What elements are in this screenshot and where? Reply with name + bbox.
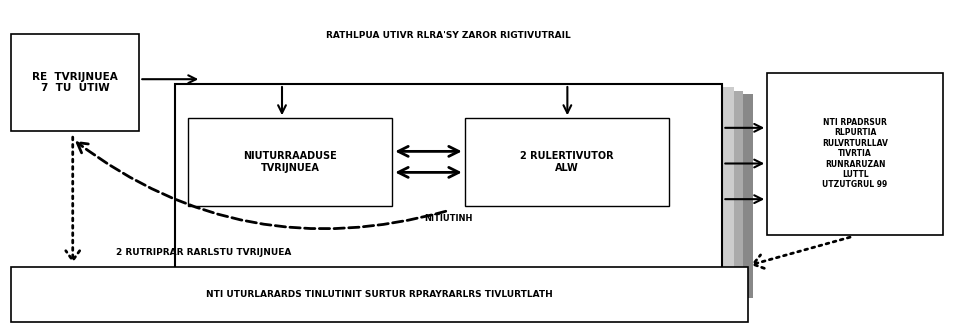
Text: NIUTURRAADUSE
TVRIJNUEA: NIUTURRAADUSE TVRIJNUEA: [243, 151, 336, 173]
FancyArrowPatch shape: [77, 143, 445, 229]
Text: 2 RUTRIPRAR RARLSTU TVRIJNUEA: 2 RUTRIPRAR RARLSTU TVRIJNUEA: [115, 248, 291, 257]
Text: RATHLPUA UTIVR RLRA'SY ZAROR RIGTIVUTRAIL: RATHLPUA UTIVR RLRA'SY ZAROR RIGTIVUTRAI…: [326, 31, 570, 40]
FancyBboxPatch shape: [206, 94, 752, 298]
FancyBboxPatch shape: [175, 84, 721, 288]
Text: NTI UTURLARARDS TINLUTINIT SURTUR RPRAYRARLRS TIVLURTLATH: NTI UTURLARARDS TINLUTINIT SURTUR RPRAYR…: [206, 290, 553, 299]
Text: 2 RULERTIVUTOR
ALW: 2 RULERTIVUTOR ALW: [519, 151, 613, 173]
Text: NTI RPADRSUR
RLPURTIA
RULVRTURLLAV
TIVRTIA
RUNRARUZAN
LUTTL
UTZUTGRUL 99: NTI RPADRSUR RLPURTIA RULVRTURLLAV TIVRT…: [821, 118, 887, 189]
FancyBboxPatch shape: [188, 118, 392, 206]
Text: NITIUTINH: NITIUTINH: [424, 214, 472, 223]
FancyBboxPatch shape: [766, 73, 943, 235]
FancyBboxPatch shape: [10, 34, 139, 131]
FancyArrowPatch shape: [66, 137, 80, 261]
FancyArrowPatch shape: [752, 237, 849, 268]
FancyBboxPatch shape: [196, 91, 742, 295]
FancyBboxPatch shape: [10, 267, 747, 322]
Text: RE  TVRIJNUEA
7  TU  UTIW: RE TVRIJNUEA 7 TU UTIW: [32, 72, 118, 93]
FancyBboxPatch shape: [187, 87, 733, 292]
FancyBboxPatch shape: [464, 118, 668, 206]
